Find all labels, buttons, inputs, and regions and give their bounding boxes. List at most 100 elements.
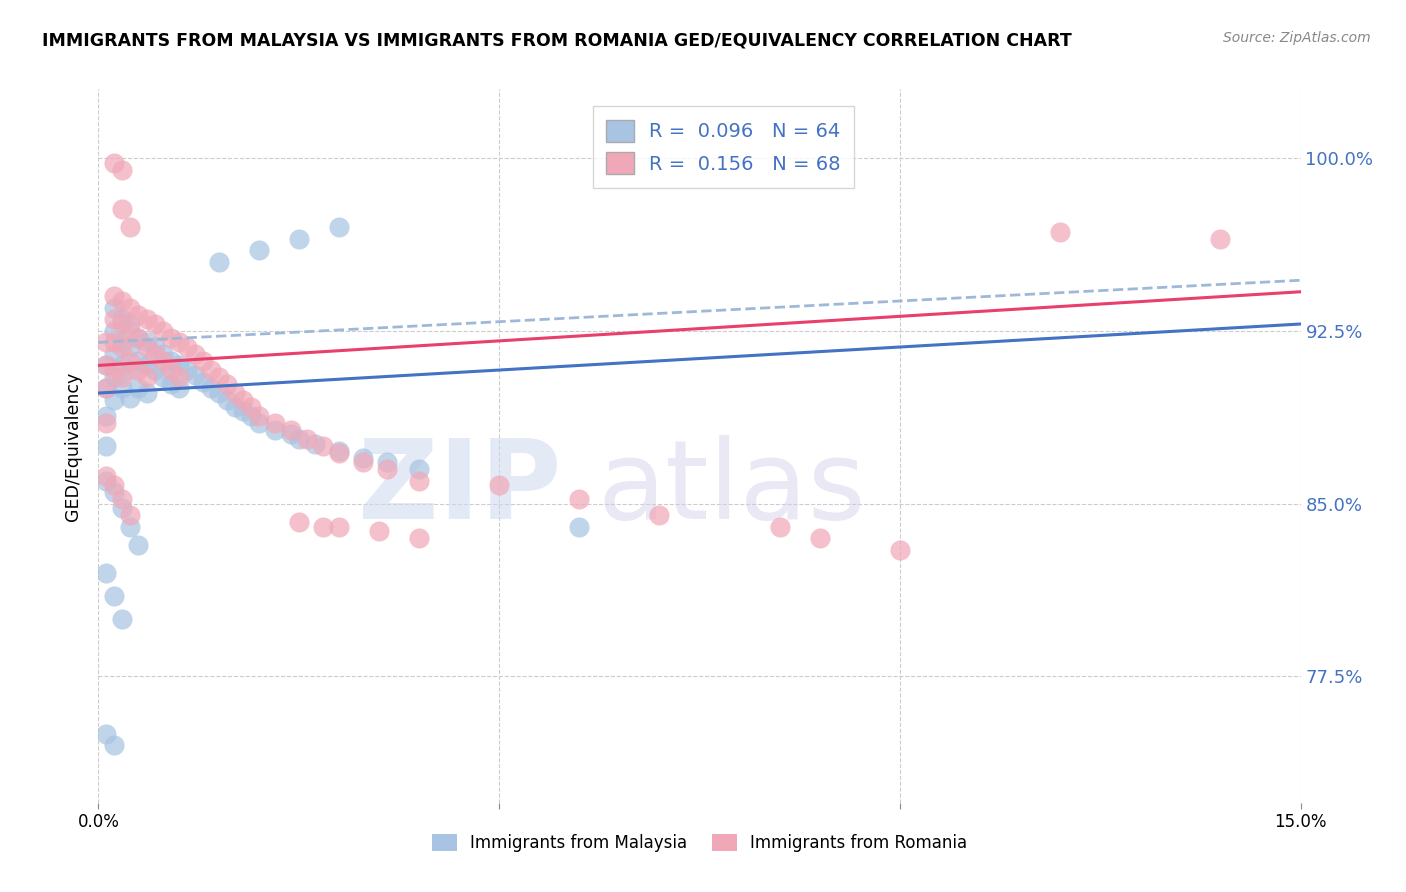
Point bbox=[120, 301, 142, 315]
Point bbox=[312, 519, 335, 533]
Point bbox=[167, 381, 190, 395]
Point bbox=[103, 589, 125, 603]
Point bbox=[159, 363, 181, 377]
Point bbox=[232, 404, 254, 418]
Point bbox=[200, 363, 222, 377]
Point bbox=[96, 566, 118, 580]
Point bbox=[183, 368, 205, 382]
Point bbox=[375, 462, 398, 476]
Point bbox=[111, 162, 134, 177]
Point bbox=[232, 392, 254, 407]
Point bbox=[111, 491, 134, 506]
Point bbox=[96, 359, 118, 373]
Text: ZIP: ZIP bbox=[359, 435, 561, 542]
Point bbox=[152, 347, 174, 361]
Point bbox=[288, 515, 311, 529]
Point bbox=[111, 612, 134, 626]
Point bbox=[352, 450, 374, 465]
Point bbox=[368, 524, 391, 538]
Point bbox=[408, 474, 430, 488]
Point bbox=[120, 220, 142, 235]
Point bbox=[135, 335, 157, 350]
Point bbox=[488, 478, 510, 492]
Point bbox=[408, 462, 430, 476]
Point bbox=[239, 409, 262, 423]
Point bbox=[239, 400, 262, 414]
Point bbox=[176, 340, 198, 354]
Point bbox=[103, 312, 125, 326]
Point bbox=[159, 376, 181, 391]
Point bbox=[288, 432, 311, 446]
Point bbox=[568, 519, 591, 533]
Point bbox=[295, 432, 318, 446]
Point bbox=[128, 363, 150, 377]
Point bbox=[96, 335, 118, 350]
Point bbox=[143, 317, 166, 331]
Point bbox=[1049, 225, 1071, 239]
Text: IMMIGRANTS FROM MALAYSIA VS IMMIGRANTS FROM ROMANIA GED/EQUIVALENCY CORRELATION : IMMIGRANTS FROM MALAYSIA VS IMMIGRANTS F… bbox=[42, 31, 1071, 49]
Point bbox=[143, 363, 166, 377]
Point bbox=[135, 386, 157, 401]
Point bbox=[200, 381, 222, 395]
Point bbox=[408, 531, 430, 545]
Point bbox=[111, 501, 134, 516]
Point bbox=[111, 312, 134, 326]
Point bbox=[96, 474, 118, 488]
Point bbox=[111, 317, 134, 331]
Point bbox=[128, 331, 150, 345]
Point bbox=[247, 416, 270, 430]
Point bbox=[159, 354, 181, 368]
Y-axis label: GED/Equivalency: GED/Equivalency bbox=[65, 371, 83, 521]
Point bbox=[103, 738, 125, 752]
Point bbox=[103, 363, 125, 377]
Point bbox=[128, 538, 150, 552]
Point bbox=[135, 312, 157, 326]
Point bbox=[152, 354, 174, 368]
Point bbox=[103, 370, 125, 384]
Point bbox=[103, 289, 125, 303]
Point bbox=[176, 363, 198, 377]
Point bbox=[111, 293, 134, 308]
Point bbox=[120, 340, 142, 354]
Point bbox=[263, 423, 285, 437]
Point bbox=[208, 255, 231, 269]
Point bbox=[96, 416, 118, 430]
Point bbox=[312, 439, 335, 453]
Point bbox=[103, 324, 125, 338]
Point bbox=[96, 409, 118, 423]
Point bbox=[96, 727, 118, 741]
Point bbox=[103, 478, 125, 492]
Point bbox=[103, 301, 125, 315]
Text: atlas: atlas bbox=[598, 435, 866, 542]
Point bbox=[152, 324, 174, 338]
Point bbox=[135, 340, 157, 354]
Point bbox=[143, 340, 166, 354]
Point bbox=[280, 423, 302, 437]
Point bbox=[247, 409, 270, 423]
Point bbox=[111, 202, 134, 216]
Point bbox=[128, 331, 150, 345]
Point bbox=[120, 324, 142, 338]
Point bbox=[135, 370, 157, 384]
Point bbox=[328, 443, 350, 458]
Point bbox=[167, 335, 190, 350]
Point bbox=[128, 308, 150, 322]
Point bbox=[191, 354, 214, 368]
Point bbox=[96, 359, 118, 373]
Legend: Immigrants from Malaysia, Immigrants from Romania: Immigrants from Malaysia, Immigrants fro… bbox=[425, 827, 974, 859]
Point bbox=[352, 455, 374, 469]
Point bbox=[247, 244, 270, 258]
Point bbox=[103, 392, 125, 407]
Point bbox=[96, 381, 118, 395]
Point bbox=[96, 381, 118, 395]
Point bbox=[224, 386, 246, 401]
Point bbox=[215, 376, 238, 391]
Point bbox=[120, 354, 142, 368]
Point bbox=[111, 381, 134, 395]
Point bbox=[1209, 232, 1232, 246]
Point bbox=[328, 446, 350, 460]
Point bbox=[889, 542, 911, 557]
Point bbox=[328, 220, 350, 235]
Point bbox=[96, 439, 118, 453]
Point bbox=[120, 363, 142, 377]
